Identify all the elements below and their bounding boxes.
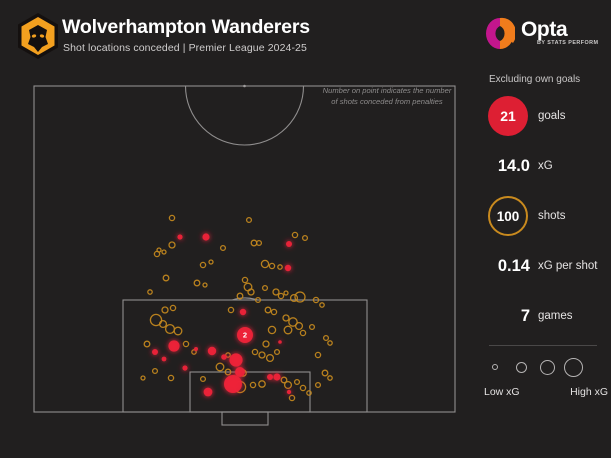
page-title: Wolverhampton Wanderers	[62, 16, 310, 38]
legend-circle-3	[539, 359, 555, 375]
stat-row-goals: 21 goals	[476, 96, 611, 136]
opta-logo-icon	[485, 17, 517, 50]
stat-value-games: 7	[520, 306, 530, 325]
legend-divider	[489, 345, 597, 346]
stat-label-goals: goals	[538, 110, 566, 122]
wolves-crest-icon	[16, 12, 60, 60]
shot-points-no-goal	[140, 214, 333, 402]
stat-value-xG-per-shot: 0.14	[497, 256, 530, 275]
header: Wolverhampton Wanderers Shot locations c…	[0, 0, 462, 68]
stat-label-xG: xG	[538, 160, 553, 172]
stat-row-xG-per-shot: 0.14 xG per shot	[476, 246, 611, 286]
shot-points-goal	[152, 233, 292, 397]
stat-row-xG: 14.0 xG	[476, 146, 611, 186]
stats-panel: 21 goals 14.0 xG 100 shots 0.14 xG per shot 7 gam…	[476, 96, 611, 346]
stat-value-shots: 100	[488, 196, 528, 236]
stat-label-xG-per-shot: xG per shot	[538, 260, 598, 272]
penalty-count-label: 2	[243, 331, 247, 340]
stat-label-shots: shots	[538, 210, 566, 222]
legend-labels: Low xG High xG	[484, 386, 608, 398]
penalty-annotation: Number on point indicates the number of …	[322, 86, 452, 106]
xg-size-legend	[489, 356, 601, 378]
stat-row-shots: 100 shots	[476, 196, 611, 236]
legend-circle-4	[563, 357, 583, 377]
stat-label-games: games	[538, 310, 573, 322]
page-subtitle: Shot locations conceded | Premier League…	[63, 42, 307, 54]
stat-value-goals: 21	[488, 96, 528, 136]
legend-circle-2	[515, 361, 527, 373]
legend-high-label: High xG	[570, 386, 608, 398]
stat-row-games: 7 games	[476, 296, 611, 336]
legend-circle-1	[492, 364, 498, 370]
stat-value-xG: 14.0	[497, 156, 530, 175]
legend-low-label: Low xG	[484, 386, 520, 398]
opta-tagline: BY STATS PERFORM	[537, 40, 599, 46]
opta-wordmark: Opta	[521, 18, 568, 41]
opta-branding: Opta BY STATS PERFORM	[485, 16, 605, 56]
excluding-own-goals-note: Excluding own goals	[489, 74, 581, 85]
